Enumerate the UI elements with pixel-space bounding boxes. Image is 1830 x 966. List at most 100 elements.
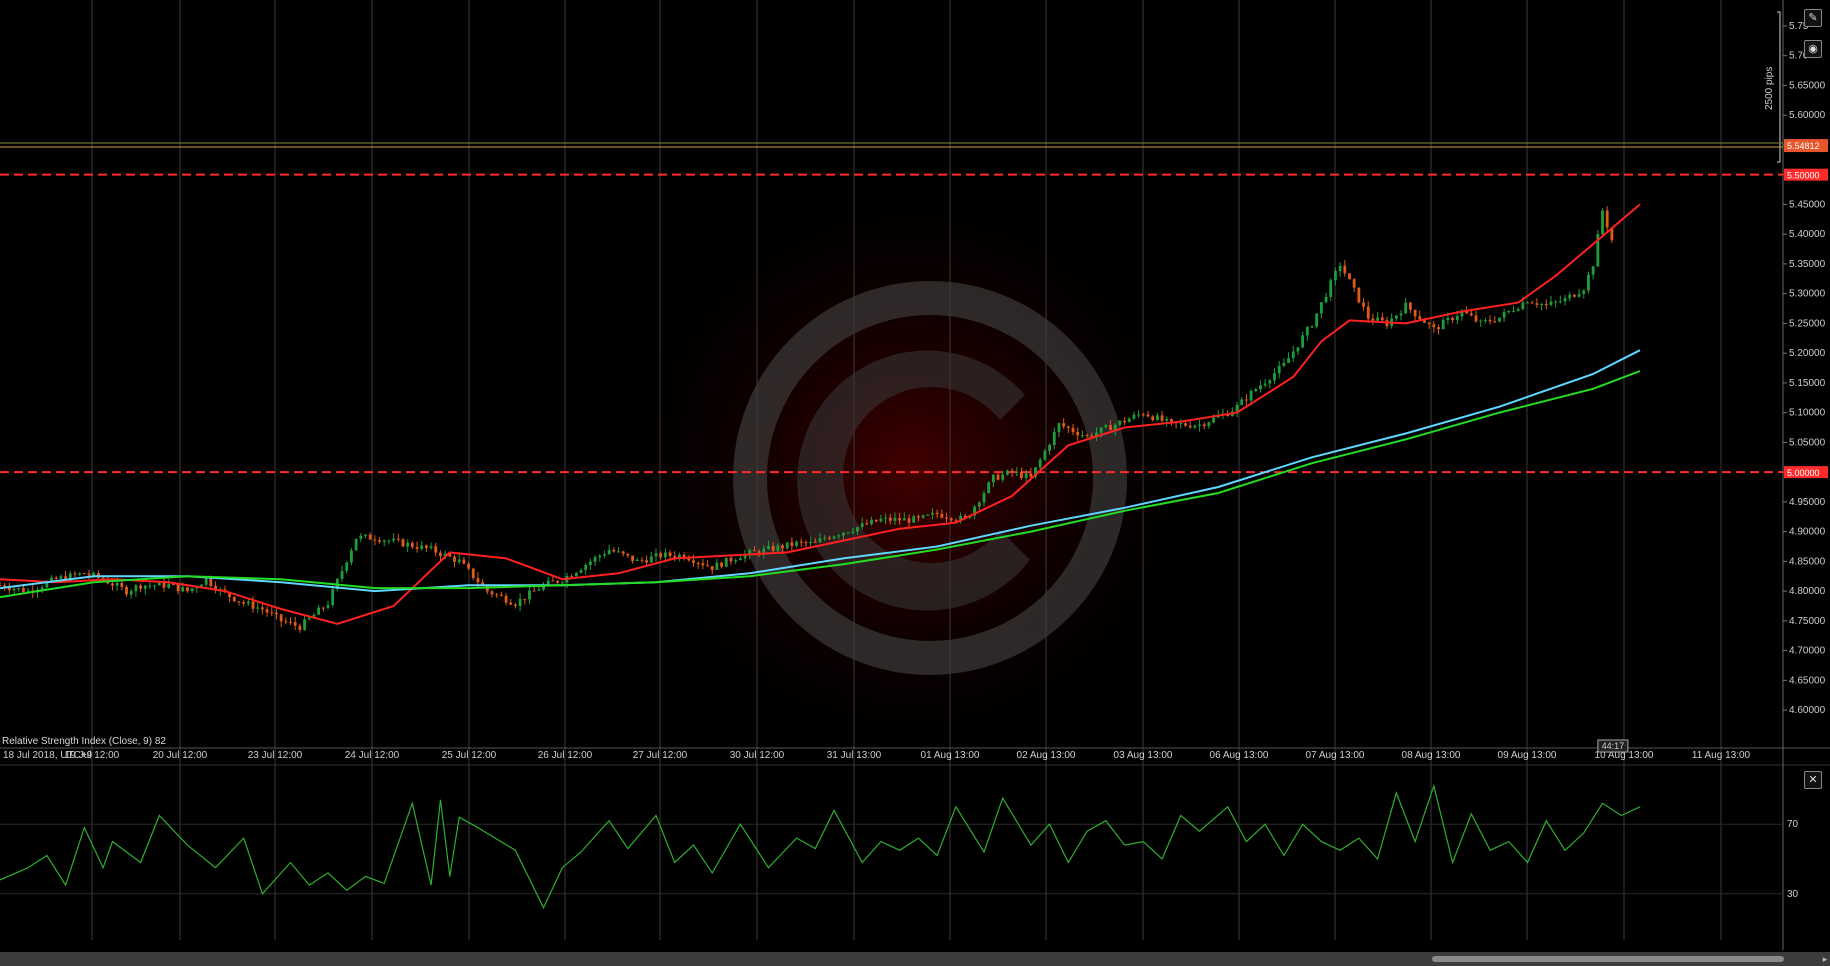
candle-body — [143, 585, 147, 589]
candle-body — [1282, 362, 1286, 366]
candle-body — [481, 582, 485, 586]
candle-body — [246, 601, 250, 604]
candle-body — [1596, 234, 1600, 267]
candle-body — [331, 589, 335, 605]
candle-body — [401, 539, 405, 547]
candle-body — [1587, 274, 1590, 291]
candle-body — [1249, 391, 1253, 401]
candle-body — [804, 542, 808, 544]
candle-body — [842, 532, 845, 536]
candle-body — [1366, 306, 1370, 319]
candle-body — [73, 573, 77, 575]
y-tick-label: 4.90000 — [1789, 527, 1826, 538]
candle-body — [1413, 309, 1417, 317]
candle-body — [1343, 265, 1347, 274]
candle-body — [1563, 298, 1567, 302]
candle-body — [1540, 303, 1544, 305]
candle-body — [692, 560, 695, 563]
candle-body — [1315, 313, 1319, 327]
candle-body — [345, 562, 349, 571]
close-icon[interactable]: ✕ — [1804, 771, 1822, 789]
candle-body — [752, 550, 756, 552]
candle-body — [931, 512, 934, 515]
candle-body — [851, 531, 855, 533]
candle-body — [373, 539, 377, 541]
candle-body — [607, 549, 611, 555]
candle-body — [1334, 270, 1337, 281]
candle-body — [499, 594, 503, 596]
candle-body — [115, 583, 119, 586]
candle-body — [429, 546, 433, 548]
candle-body — [1521, 302, 1525, 309]
candle-body — [1057, 423, 1061, 432]
scroll-right-icon[interactable]: ▸ — [1822, 954, 1828, 964]
candle-body — [354, 538, 358, 551]
candle-body — [729, 557, 733, 562]
candle-body — [738, 558, 742, 561]
x-tick-label: 03 Aug 13:00 — [1114, 750, 1173, 761]
x-tick-label: 10 Aug 13:00 — [1595, 750, 1654, 761]
candle-body — [1380, 317, 1384, 321]
candle-body — [125, 586, 128, 595]
measure-label: 2500 pips — [1764, 67, 1775, 110]
candle-body — [912, 516, 916, 523]
y-tick-label: 4.95000 — [1789, 497, 1826, 508]
rsi-line — [0, 783, 1641, 910]
candle-body — [870, 519, 873, 525]
candle-body — [54, 577, 58, 579]
candle-body — [1338, 265, 1342, 271]
candle-body — [654, 553, 658, 557]
y-tick-label: 4.85000 — [1789, 556, 1826, 567]
candle-body — [1184, 423, 1187, 426]
candle-body — [1109, 425, 1112, 430]
candle-body — [832, 536, 836, 539]
candle-body — [181, 587, 185, 592]
candle-body — [898, 517, 902, 521]
candle-body — [387, 540, 391, 542]
x-tick-label: 18 Jul 2018, UTC+9 — [3, 750, 93, 761]
x-tick-label: 02 Aug 13:00 — [1017, 750, 1076, 761]
candle-body — [837, 535, 841, 537]
candle-body — [1301, 335, 1305, 348]
candle-body — [776, 545, 780, 551]
candle-body — [0, 585, 2, 587]
watermark-glow — [590, 150, 1230, 790]
scrollbar-thumb[interactable] — [1432, 956, 1784, 962]
candle-body — [242, 602, 246, 604]
x-tick-label: 20 Jul 12:00 — [153, 750, 208, 761]
y-tick-label: 4.60000 — [1789, 705, 1826, 716]
horizontal-scrollbar[interactable] — [0, 952, 1830, 966]
candle-body — [326, 604, 330, 608]
candle-body — [1010, 470, 1014, 473]
candle-body — [1526, 302, 1529, 304]
watermark-arc — [797, 350, 1030, 611]
candle-body — [1362, 302, 1365, 307]
candle-body — [167, 584, 171, 588]
candle-body — [359, 535, 363, 539]
candle-body — [1610, 227, 1614, 241]
candle-body — [101, 577, 105, 580]
candle-body — [706, 565, 709, 567]
candle-body — [1254, 389, 1258, 391]
candle-body — [1277, 365, 1281, 374]
candle-body — [879, 518, 883, 522]
camera-icon[interactable]: ◉ — [1804, 40, 1822, 58]
candle-body — [364, 534, 367, 536]
candle-body — [312, 614, 316, 618]
y-tick-label: 5.10000 — [1789, 408, 1826, 419]
candle-body — [443, 553, 447, 557]
candle-body — [888, 517, 892, 521]
candle-body — [1357, 287, 1361, 303]
edit-icon[interactable]: ✎ — [1804, 9, 1822, 27]
candle-body — [1123, 420, 1126, 423]
candle-body — [92, 572, 96, 576]
candle-body — [1052, 431, 1056, 445]
candle-body — [945, 517, 948, 519]
candle-body — [635, 559, 639, 561]
candle-body — [1240, 399, 1244, 406]
candle-body — [795, 541, 798, 546]
candle-body — [1493, 321, 1497, 323]
candle-body — [340, 570, 344, 579]
candle-body — [1516, 308, 1520, 311]
